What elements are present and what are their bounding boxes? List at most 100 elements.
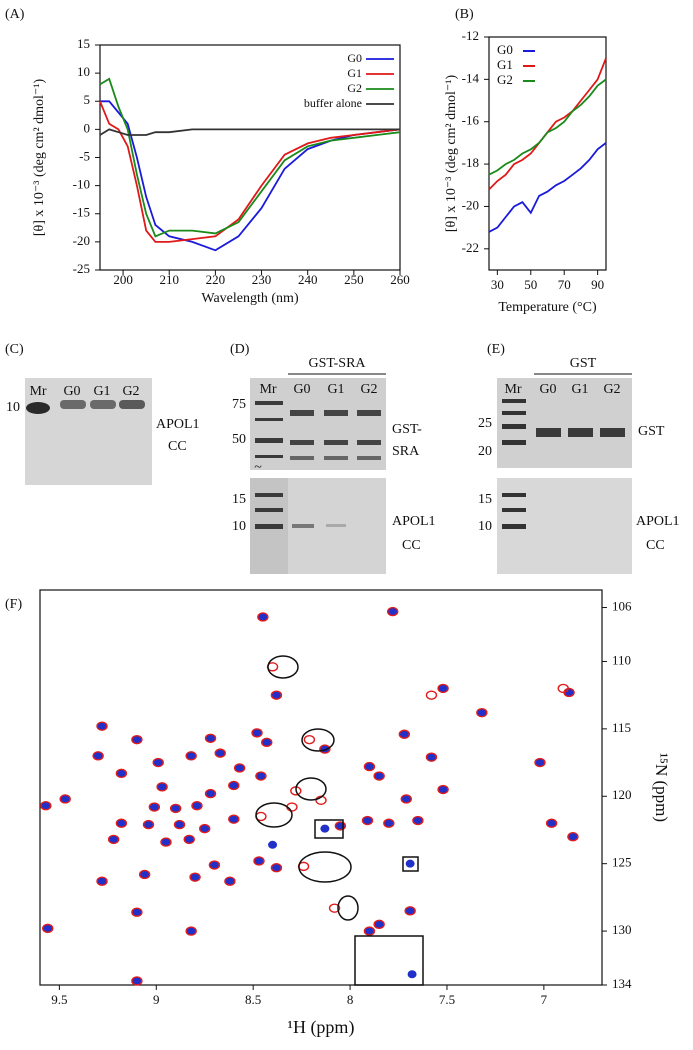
peak	[568, 832, 578, 841]
peak	[131, 976, 143, 986]
protein-label: SRA	[392, 444, 420, 459]
peak	[535, 758, 545, 767]
peak	[387, 606, 399, 617]
peak	[363, 761, 376, 772]
peak	[191, 800, 203, 811]
marker-label: 25	[478, 416, 492, 431]
peak	[254, 856, 264, 865]
peak	[564, 688, 574, 697]
peak	[438, 684, 448, 693]
x-tick-label: 220	[206, 272, 226, 287]
x-tick-label: 30	[491, 277, 504, 292]
panel-label: (E)	[487, 342, 505, 357]
peak	[173, 819, 186, 830]
x-tick-label: 250	[344, 272, 364, 287]
peak	[364, 927, 374, 936]
y-tick-label: 125	[612, 855, 632, 870]
peak	[361, 815, 374, 826]
marker-label: 75	[232, 397, 246, 412]
peak	[204, 733, 217, 743]
peak	[192, 801, 202, 810]
x-tick-label: 210	[159, 272, 179, 287]
peak	[425, 690, 438, 700]
peak	[271, 691, 281, 700]
series-line	[488, 78, 607, 176]
plot-frame	[39, 589, 603, 986]
x-tick-label: 240	[298, 272, 318, 287]
y-axis-title: [θ] x 10⁻³ (deg cm² dmol⁻¹)	[444, 75, 459, 233]
y-tick-label: 110	[612, 652, 631, 667]
x-tick-label: 200	[113, 272, 133, 287]
peak	[59, 794, 71, 804]
y-tick-label: 5	[84, 92, 91, 107]
gel-d: (D) GST-SRA Mr G0 G1 G2 75 50 ~ 15 10 GS…	[230, 342, 436, 574]
peak	[131, 907, 143, 917]
panel-label: (A)	[5, 7, 25, 22]
y-tick-label: -18	[462, 155, 479, 170]
y-tick-label: 10	[77, 64, 90, 79]
gel-header: GST-SRA	[308, 356, 366, 371]
peak	[425, 752, 438, 762]
peak	[97, 722, 107, 731]
peak	[142, 819, 155, 830]
y-tick-label: -16	[462, 113, 480, 128]
lane-label: G2	[360, 382, 377, 397]
peak	[404, 906, 416, 916]
protein-label: GST	[638, 424, 665, 439]
x-tick-label: 9	[153, 992, 160, 1007]
x-tick-label: 7	[541, 992, 548, 1007]
peak	[93, 751, 103, 760]
y-tick-label: 0	[84, 120, 91, 135]
peak	[206, 789, 216, 798]
x-axis-title: ¹H (ppm)	[288, 1017, 355, 1038]
series-line	[99, 100, 401, 243]
peak	[534, 757, 546, 768]
peak	[303, 734, 316, 745]
x-axis-title: Wavelength (nm)	[201, 291, 299, 306]
protein-label: GST-	[392, 422, 422, 437]
protein-label: CC	[402, 538, 421, 553]
lane-label: G1	[327, 382, 344, 397]
y-axis-title: [θ] x 10⁻³ (deg cm² dmol⁻¹)	[32, 79, 47, 237]
peak	[437, 683, 449, 694]
y-tick-label: 134	[612, 976, 632, 991]
peak	[364, 762, 374, 771]
peak	[132, 976, 142, 985]
peak	[40, 800, 52, 811]
peak	[228, 814, 240, 824]
y-tick-label: -22	[462, 240, 479, 255]
peak	[43, 924, 53, 933]
y-tick-label: 15	[77, 36, 90, 51]
y-tick-label: -25	[73, 261, 90, 276]
peak	[225, 877, 235, 886]
peak	[271, 863, 281, 872]
lane-label: G1	[93, 384, 110, 399]
lane-label: G0	[293, 382, 310, 397]
x-tick-label: 8.5	[245, 992, 261, 1007]
peak	[253, 856, 265, 866]
peak	[258, 612, 268, 621]
legend-label: G1	[347, 66, 362, 80]
peak	[92, 751, 104, 761]
peak	[208, 860, 221, 870]
peak	[185, 751, 197, 761]
peak	[557, 683, 569, 694]
break-mark: ~	[254, 460, 262, 475]
peak	[261, 737, 273, 748]
legend-label: G2	[347, 81, 362, 95]
lane-label: G0	[63, 384, 80, 399]
peak	[229, 815, 239, 824]
protein-label: APOL1	[636, 514, 680, 529]
peak	[185, 926, 197, 936]
panel-label: (C)	[5, 342, 24, 357]
marker-label: 10	[6, 400, 20, 415]
y-tick-label: -20	[462, 197, 479, 212]
band	[290, 410, 381, 528]
peak	[328, 903, 341, 913]
y-tick-label: 120	[612, 787, 632, 802]
protein-label: CC	[168, 439, 187, 454]
lane-label: G2	[122, 384, 139, 399]
legend-label: G0	[347, 51, 362, 65]
peak	[200, 824, 210, 833]
gel	[250, 378, 386, 470]
